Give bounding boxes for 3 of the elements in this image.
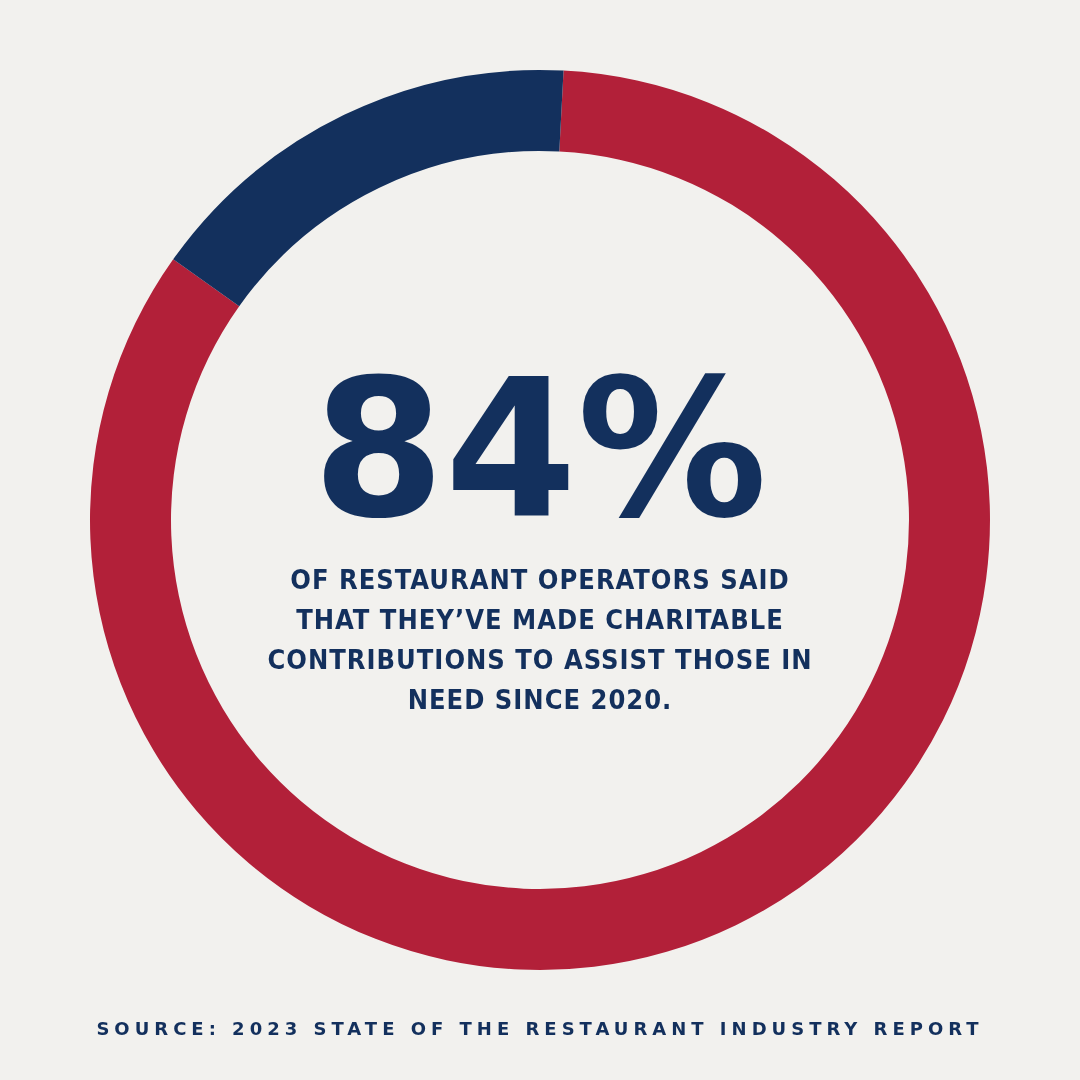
text: OF RESTAURANT OPERATORS SAID THAT THEY’VE MADE CHARITABLE CONTRIBUTIONS TO ASSIST THOSE IN NEED SINCE 2020. <box>266 563 814 717</box>
source-note: SOURCE: 2023 STATE OF THE RESTAURANT INDUSTRY REPORT <box>95 1018 985 1039</box>
data-label: 84% <box>312 339 768 560</box>
